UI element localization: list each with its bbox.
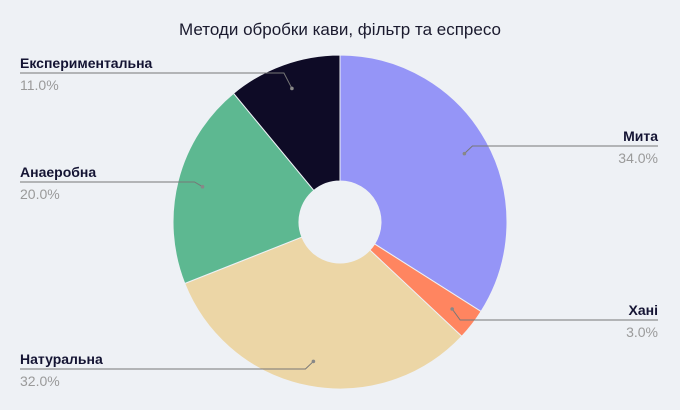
slice-label: Хані (629, 302, 658, 318)
callout-dot (311, 359, 316, 364)
callout-line (464, 145, 658, 154)
callout-dot (462, 151, 467, 156)
callout-line (20, 361, 314, 370)
callout-line (20, 181, 203, 188)
chart-title: Методи обробки кави, фільтр та еспресо (179, 20, 501, 39)
slice-value-label: 32.0% (20, 373, 60, 389)
callout-line (451, 308, 658, 321)
slice-3 (172, 92, 315, 285)
slice-value-label: 3.0% (626, 324, 658, 340)
callout-dot (450, 307, 454, 311)
slice-value-label: 34.0% (618, 150, 658, 166)
slice-value-label: 20.0% (20, 186, 60, 202)
slice-label: Експериментальна (20, 55, 153, 71)
slice-label: Анаеробна (20, 164, 96, 180)
slice-label: Натуральна (20, 351, 103, 367)
slice-2 (184, 236, 463, 390)
callout-dot (290, 86, 294, 91)
slice-label: Мита (623, 128, 658, 144)
slice-0 (339, 54, 508, 313)
callout-line (20, 72, 293, 89)
slice-value-label: 11.0% (20, 77, 59, 93)
slice-4 (232, 54, 341, 192)
callout-dot (200, 184, 205, 189)
